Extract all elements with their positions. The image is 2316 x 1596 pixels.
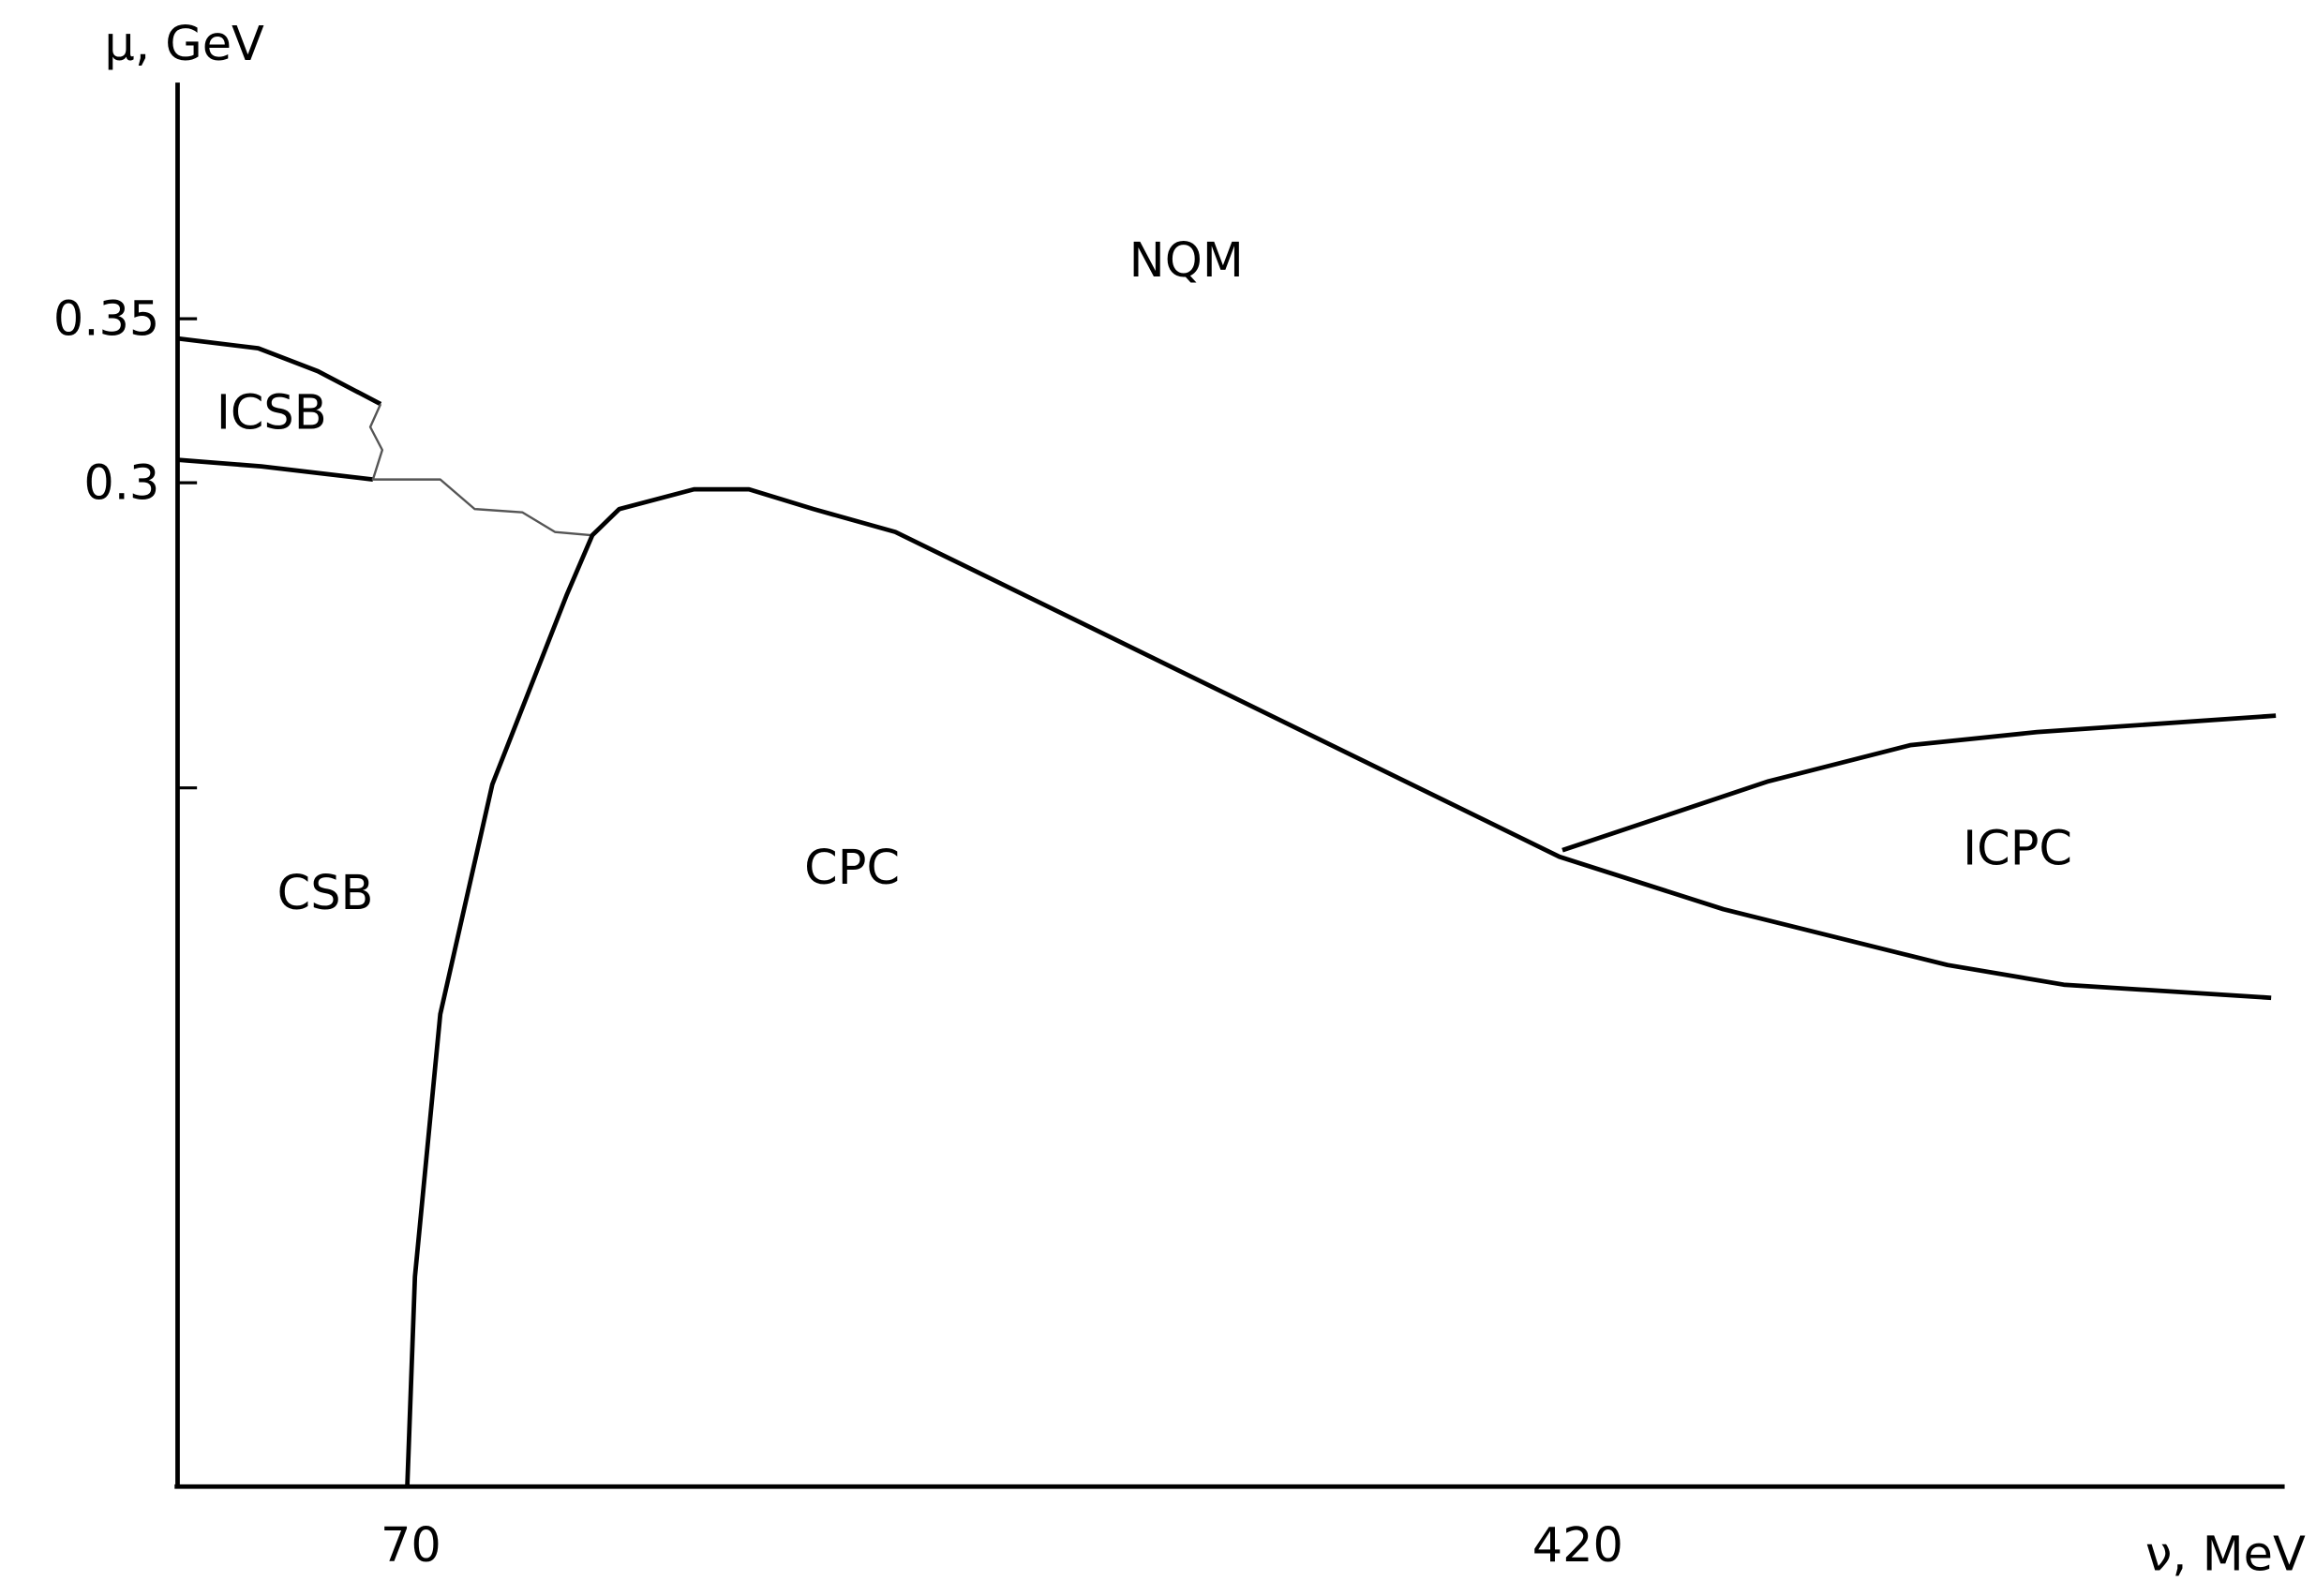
phase-boundary	[177, 457, 374, 482]
x-axis-label: ν, MeV	[2145, 1527, 2306, 1582]
region-label: CPC	[804, 841, 900, 896]
region-label: ICPC	[1963, 821, 2072, 876]
x-tick-label: 420	[1532, 1518, 1623, 1574]
phase-boundary	[177, 336, 382, 407]
y-tick-label: 0.35	[53, 292, 159, 348]
y-axis-label: μ, GeV	[104, 17, 264, 72]
x-tick-label: 70	[381, 1518, 441, 1574]
phase-boundary	[1561, 713, 2277, 853]
region-label: CSB	[277, 866, 374, 921]
phase-boundary	[368, 403, 593, 537]
region-label: NQM	[1129, 233, 1244, 289]
y-tick-label: 0.3	[83, 456, 159, 512]
region-label: ICSB	[217, 385, 327, 440]
phase-boundary	[405, 486, 2272, 1487]
